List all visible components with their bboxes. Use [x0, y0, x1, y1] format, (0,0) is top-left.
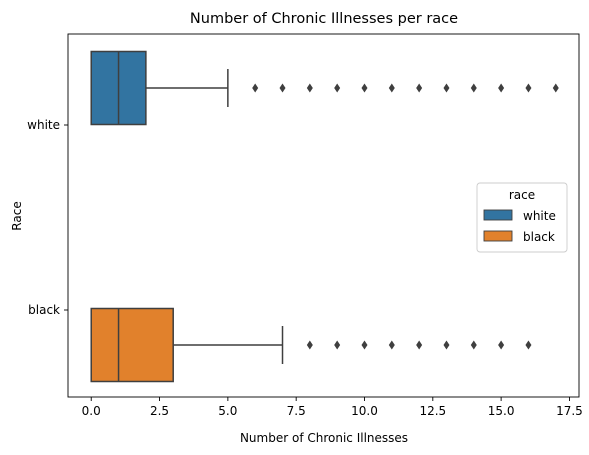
legend-swatch-white	[483, 209, 513, 221]
axes-frame	[67, 33, 580, 398]
outlier-point	[498, 83, 505, 93]
x-tick-label: 2.5	[150, 404, 169, 418]
outlier-point	[279, 83, 286, 93]
legend: race white black	[476, 182, 568, 253]
plot-area	[90, 50, 559, 383]
outlier-point	[334, 340, 341, 350]
outlier-point	[361, 83, 368, 93]
outlier-point	[498, 340, 505, 350]
outlier-point	[525, 340, 532, 350]
outlier-point	[334, 83, 341, 93]
outlier-point	[361, 340, 368, 350]
outlier-point	[306, 83, 313, 93]
outlier-point	[388, 83, 395, 93]
outlier-point	[470, 340, 477, 350]
outlier-point	[470, 83, 477, 93]
x-axis-label: Number of Chronic Illnesses	[240, 431, 408, 445]
outlier-point	[525, 83, 532, 93]
y-tick-label: black	[28, 303, 60, 317]
legend-label-white: white	[523, 209, 556, 223]
outlier-point	[306, 340, 313, 350]
y-axis-label: Race	[10, 201, 24, 230]
outlier-point	[416, 340, 423, 350]
chart-title: Number of Chronic Illnesses per race	[190, 11, 458, 27]
x-tick-label: 7.5	[287, 404, 306, 418]
y-axis: white black	[27, 118, 68, 317]
legend-swatch-black	[483, 230, 513, 242]
x-tick-label: 0.0	[82, 404, 101, 418]
box-group-black	[90, 307, 532, 383]
outlier-point	[416, 83, 423, 93]
x-tick-label: 12.5	[419, 404, 446, 418]
box-black	[90, 307, 174, 383]
x-tick-label: 17.5	[556, 404, 583, 418]
x-axis: 0.0 2.5 5.0 7.5 10.0 12.5 15.0 17.5	[82, 397, 583, 418]
outlier-point	[252, 83, 259, 93]
outlier-point	[443, 83, 450, 93]
x-tick-label: 10.0	[351, 404, 378, 418]
outlier-point	[388, 340, 395, 350]
x-tick-label: 5.0	[218, 404, 237, 418]
outlier-point	[443, 340, 450, 350]
legend-title: race	[509, 188, 535, 202]
outlier-point	[552, 83, 559, 93]
x-tick-label: 15.0	[488, 404, 515, 418]
legend-label-black: black	[523, 230, 555, 244]
box-group-white	[90, 50, 559, 126]
y-tick-label: white	[27, 118, 60, 132]
